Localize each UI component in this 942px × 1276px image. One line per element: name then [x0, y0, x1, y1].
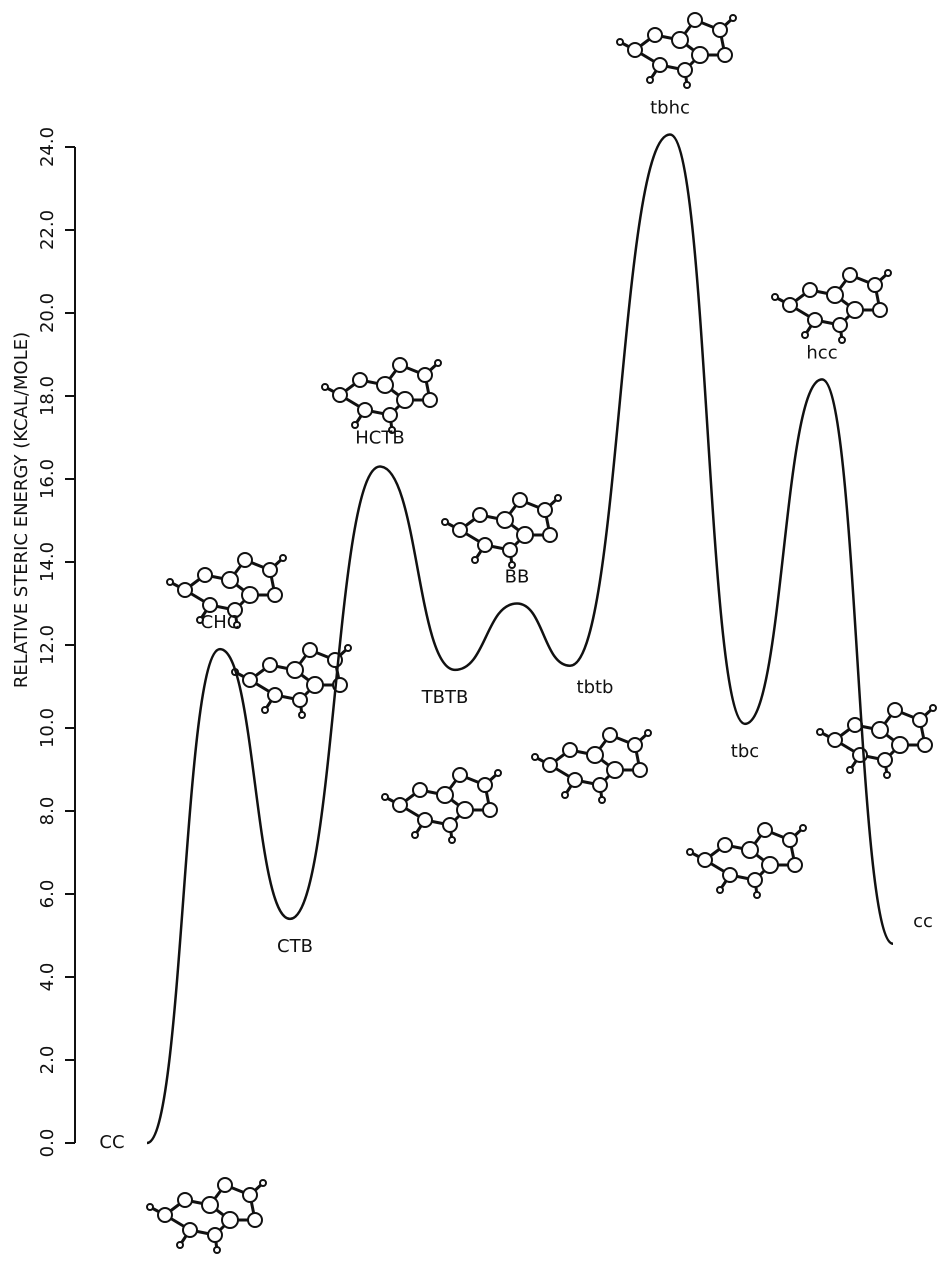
y-tick-label: 10.0: [37, 708, 58, 748]
point-label: tbtb: [577, 677, 614, 698]
chart: RELATIVE STERIC ENERGY (KCAL/MOLE) 0.0 2.…: [0, 0, 942, 1276]
y-tick-label: 14.0: [37, 542, 58, 582]
y-tick-label: 16.0: [37, 459, 58, 499]
point-label: HCTB: [355, 428, 404, 449]
y-tick-label: 8.0: [37, 797, 58, 826]
y-tick-label: 6.0: [37, 880, 58, 909]
point-label: TBTB: [421, 687, 469, 708]
point-label: tbhc: [650, 98, 690, 119]
y-tick-label: 4.0: [37, 963, 58, 992]
y-tick-label: 2.0: [37, 1046, 58, 1075]
point-label: hcc: [806, 342, 837, 363]
y-tick-label: 22.0: [37, 210, 58, 250]
point-label: tbc: [731, 741, 759, 762]
point-label: CTB: [277, 936, 313, 957]
point-label: BB: [505, 567, 530, 588]
y-tick-label: 12.0: [37, 625, 58, 665]
y-tick-label: 20.0: [37, 293, 58, 333]
y-tick-label: 24.0: [37, 127, 58, 167]
y-tick-label: 0.0: [37, 1129, 58, 1158]
y-axis-title: RELATIVE STERIC ENERGY (KCAL/MOLE): [11, 332, 32, 688]
point-label: cc: [913, 911, 933, 932]
point-label: CC: [99, 1132, 124, 1153]
point-label: CHC: [201, 612, 240, 633]
y-tick-label: 18.0: [37, 376, 58, 416]
energy-curve: [147, 135, 893, 1143]
